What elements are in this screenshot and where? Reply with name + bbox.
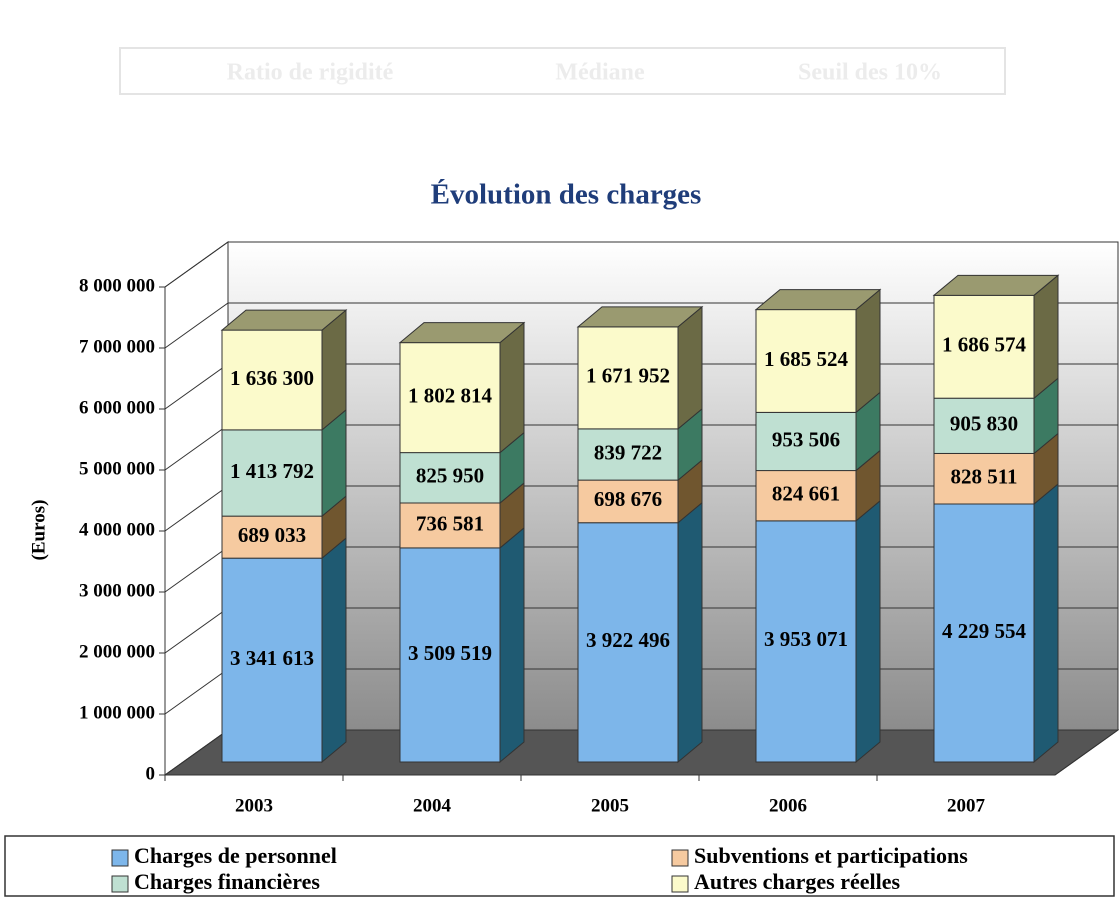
data-label: 3 509 519	[408, 641, 492, 665]
data-label: 905 830	[950, 412, 1018, 436]
x-tick-label: 2004	[413, 795, 452, 816]
data-label: 828 511	[950, 465, 1017, 489]
data-label: 698 676	[594, 487, 662, 511]
bar-top	[220, 309, 348, 331]
bar-side	[855, 499, 881, 764]
faded-legend-box	[119, 47, 1006, 95]
bar-segment	[933, 452, 1035, 505]
legend-swatch	[671, 875, 689, 893]
legend-label: Charges financières	[134, 869, 320, 894]
faded-text: Médiane	[555, 60, 645, 86]
bar-side	[677, 501, 703, 764]
x-tick-label: 2007	[947, 795, 986, 816]
faded-text: Ratio de rigidité	[227, 60, 394, 86]
y-tick-label: 3 000 000	[79, 580, 155, 601]
y-tick-label: 2 000 000	[79, 641, 155, 662]
bar-side	[499, 321, 525, 454]
data-label: 824 661	[772, 482, 840, 506]
bar-top	[754, 289, 882, 311]
floor-edge	[1054, 729, 1119, 776]
data-label: 3 922 496	[586, 628, 670, 652]
bar-segment	[933, 397, 1035, 454]
bar-side	[855, 288, 881, 414]
y-tick-label: 1 000 000	[79, 702, 155, 723]
bar-side	[499, 526, 525, 764]
data-label: 1 413 792	[230, 459, 314, 483]
data-label: 3 953 071	[764, 627, 848, 651]
x-tick-label: 2005	[591, 795, 629, 816]
bar-segment	[577, 522, 679, 763]
data-label: 825 950	[416, 464, 484, 488]
legend-swatch	[111, 849, 129, 867]
grid-line	[164, 241, 1118, 288]
bar-segment	[221, 557, 323, 763]
y-tick-label: 5 000 000	[79, 458, 155, 479]
data-label: 1 685 524	[764, 347, 849, 371]
bar-side	[1033, 274, 1059, 400]
bar-side	[1033, 482, 1059, 764]
y-tick-label: 6 000 000	[79, 397, 155, 418]
bar-top	[932, 274, 1060, 296]
bar-side	[321, 537, 347, 764]
y-tick-label: 4 000 000	[79, 519, 155, 540]
x-tick-label: 2003	[235, 795, 273, 816]
bar-segment	[755, 309, 857, 413]
bar-top	[398, 322, 526, 344]
bar-side	[321, 309, 347, 431]
y-tick-label: 0	[146, 763, 156, 784]
bar-segment	[755, 411, 857, 472]
legend-swatch	[671, 849, 689, 867]
data-label: 736 581	[416, 511, 484, 535]
data-label: 1 636 300	[230, 366, 314, 390]
data-label: 1 802 814	[408, 383, 493, 407]
bar-top	[576, 306, 704, 328]
legend-label: Subventions et participations	[694, 843, 968, 868]
bar-side	[677, 305, 703, 430]
y-tick-label: 7 000 000	[79, 336, 155, 357]
legend-box	[4, 835, 1115, 897]
bar-segment	[399, 547, 501, 763]
bar-segment	[577, 326, 679, 430]
legend-swatch	[111, 875, 129, 893]
y-tick-label: 8 000 000	[79, 275, 155, 296]
y-axis-title: (Euros)	[28, 500, 49, 561]
data-label: 1 671 952	[586, 364, 670, 388]
data-label: 953 506	[772, 427, 840, 451]
bar-segment	[933, 503, 1035, 763]
chart-title: Évolution des charges	[431, 178, 702, 211]
bar-segment	[221, 515, 323, 559]
data-label: 3 341 613	[230, 646, 314, 670]
data-label: 1 686 574	[942, 333, 1027, 357]
data-label: 4 229 554	[942, 619, 1027, 643]
bar-segment	[755, 520, 857, 763]
bar-segment	[577, 479, 679, 524]
faded-text: Seuil des 10%	[798, 60, 942, 86]
legend-label: Autres charges réelles	[694, 869, 901, 894]
data-label: 839 722	[594, 440, 662, 464]
x-tick-label: 2006	[769, 795, 807, 816]
bar-segment	[221, 329, 323, 431]
legend-label: Charges de personnel	[134, 843, 337, 868]
bar-segment	[399, 342, 501, 454]
data-label: 689 033	[238, 523, 306, 547]
